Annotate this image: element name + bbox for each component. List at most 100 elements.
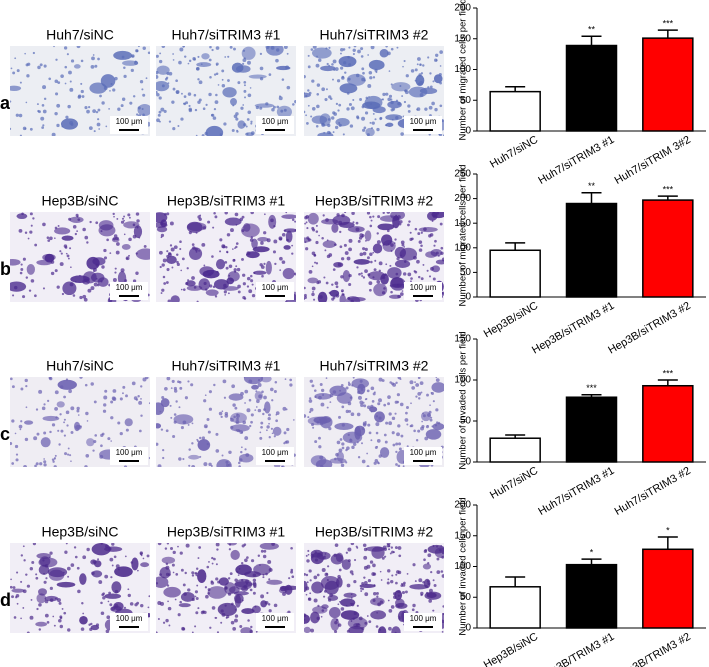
cell-dot xyxy=(222,379,227,384)
cell-cluster xyxy=(100,74,116,88)
cell-dot xyxy=(442,605,444,608)
cell-dot xyxy=(10,585,13,589)
cell-dot xyxy=(306,581,309,584)
cell-dot xyxy=(53,46,55,48)
cell-dot xyxy=(168,624,171,627)
cell-cluster xyxy=(434,547,444,558)
cell-dot xyxy=(109,603,113,607)
cell-dot xyxy=(187,92,192,96)
cell-dot xyxy=(29,212,33,216)
cell-cluster xyxy=(90,624,100,631)
cell-dot xyxy=(309,579,312,582)
cell-dot xyxy=(49,236,53,241)
cell-dot xyxy=(76,406,80,411)
cell-dot xyxy=(170,247,175,252)
cell-dot xyxy=(351,445,355,450)
cell-dot xyxy=(278,236,283,241)
scale-label: 100 μm xyxy=(410,448,437,457)
cell-dot xyxy=(342,133,345,136)
cell-dot xyxy=(367,579,372,583)
cell-cluster xyxy=(330,617,340,631)
cell-dot xyxy=(87,288,92,293)
cell-dot xyxy=(206,418,210,422)
cell-dot xyxy=(156,631,158,633)
cell-dot xyxy=(68,70,72,75)
cell-cluster xyxy=(230,549,240,560)
cell-cluster xyxy=(435,259,444,265)
cell-dot xyxy=(210,581,215,585)
cell-dot xyxy=(110,440,113,442)
cell-dot xyxy=(137,569,139,572)
cell-dot xyxy=(223,122,227,126)
texture xyxy=(10,543,150,633)
cell-dot xyxy=(187,423,190,426)
cell-cluster xyxy=(327,594,339,601)
cell-dot xyxy=(52,460,55,463)
cell-dot xyxy=(242,282,246,286)
cell-dot xyxy=(263,395,267,400)
cell-dot xyxy=(132,279,137,283)
cell-dot xyxy=(232,626,237,631)
cell-dot xyxy=(38,603,42,607)
cell-cluster xyxy=(246,251,260,259)
cell-dot xyxy=(111,396,116,401)
cell-dot xyxy=(194,590,198,594)
cell-dot xyxy=(121,97,126,101)
cell-cluster xyxy=(73,64,81,69)
y-tick-label: 50 xyxy=(460,416,472,427)
cell-dot xyxy=(286,52,289,55)
cell-dot xyxy=(442,134,444,136)
cell-cluster xyxy=(40,437,51,448)
cell-dot xyxy=(264,213,266,216)
cell-dot xyxy=(114,271,117,274)
scale-label: 100 μm xyxy=(410,117,437,126)
cell-dot xyxy=(162,621,166,624)
cell-dot xyxy=(197,557,200,559)
cell-dot xyxy=(395,573,398,576)
cell-dot xyxy=(204,394,207,397)
cell-dot xyxy=(402,465,405,467)
cell-dot xyxy=(391,574,394,577)
cell-dot xyxy=(164,386,168,391)
cell-dot xyxy=(318,445,322,449)
cell-dot xyxy=(58,601,62,605)
cell-dot xyxy=(179,600,182,604)
cell-cluster xyxy=(197,569,207,584)
cell-cluster xyxy=(332,215,351,226)
cell-dot xyxy=(248,289,253,294)
cell-dot xyxy=(132,95,136,98)
cell-cluster xyxy=(422,563,432,570)
cell-dot xyxy=(35,408,39,411)
cell-dot xyxy=(414,227,418,231)
cell-dot xyxy=(203,399,207,403)
cell-dot xyxy=(183,95,187,98)
cell-dot xyxy=(326,406,329,409)
cell-dot xyxy=(129,101,133,105)
cell-dot xyxy=(308,569,312,573)
cell-dot xyxy=(266,591,269,595)
x-tick-label: Huh7/siTRIM 3#2 xyxy=(613,134,693,187)
cell-dot xyxy=(148,402,150,405)
cell-dot xyxy=(427,553,432,558)
cell-dot xyxy=(57,81,61,85)
cell-dot xyxy=(43,64,47,68)
cell-cluster xyxy=(433,74,443,84)
cell-cluster xyxy=(237,120,246,129)
x-tick-label: Hep3B/TRIM3 #2 xyxy=(613,631,693,667)
cell-dot xyxy=(49,586,53,590)
cell-dot xyxy=(42,124,45,127)
cell-dot xyxy=(236,267,241,272)
cell-dot xyxy=(48,77,52,81)
cell-cluster xyxy=(335,117,350,127)
cell-dot xyxy=(216,548,219,551)
cell-dot xyxy=(366,389,370,393)
cell-dot xyxy=(165,281,169,284)
cell-dot xyxy=(394,546,398,549)
cell-cluster xyxy=(123,221,140,229)
cell-dot xyxy=(379,570,382,573)
cell-cluster xyxy=(387,267,402,279)
cell-dot xyxy=(24,437,29,442)
cell-dot xyxy=(194,108,198,112)
cell-dot xyxy=(315,124,319,128)
cell-dot xyxy=(361,459,366,464)
